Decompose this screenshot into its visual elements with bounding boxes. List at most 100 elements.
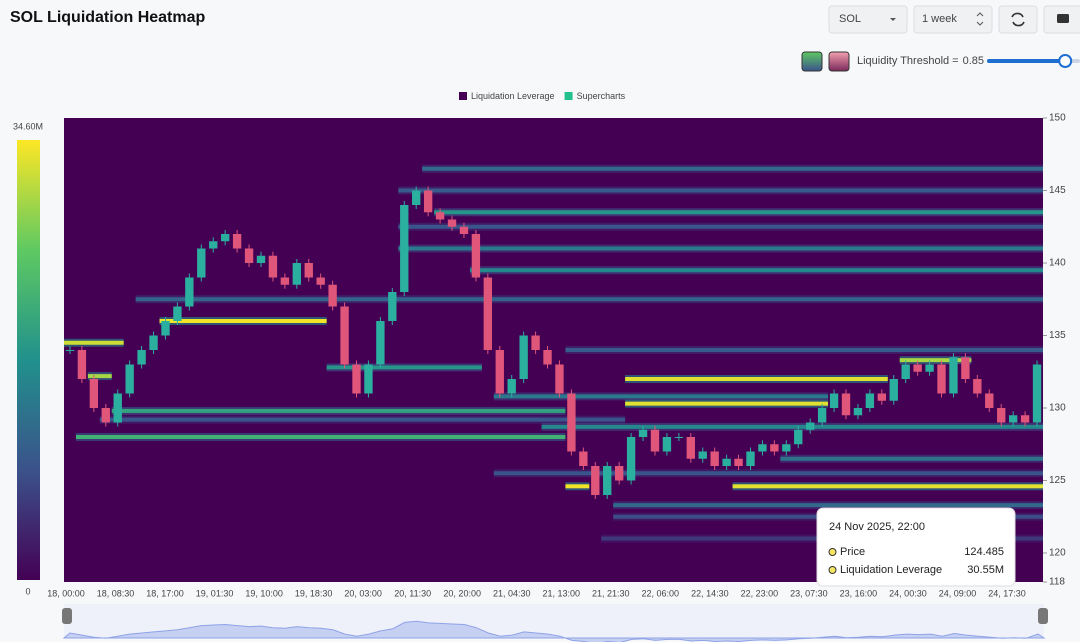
candle [507, 379, 516, 394]
candle [662, 437, 672, 452]
candle [1008, 415, 1018, 423]
liquidation-level [899, 358, 972, 363]
candle [758, 444, 767, 452]
x-tick-label: 18, 00:00 [47, 588, 85, 598]
title: SOL Liquidation Heatmap [10, 9, 206, 26]
liquidation-level [99, 417, 626, 422]
candle [1020, 415, 1030, 423]
candle [209, 241, 218, 249]
candle [949, 357, 958, 394]
liquidation-level [732, 484, 1043, 489]
candle [698, 451, 707, 459]
x-tick-label: 24, 00:30 [889, 588, 927, 598]
theme-swatch[interactable] [828, 51, 850, 72]
candle [829, 393, 839, 408]
candle [89, 379, 99, 408]
candle [626, 437, 636, 481]
tooltip-label: Liquidation Leverage [840, 564, 942, 576]
candle [519, 335, 528, 379]
candle [173, 306, 182, 321]
liquidation-level [64, 340, 124, 345]
liquidation-level [159, 319, 327, 323]
x-tick-label: 22, 14:30 [691, 588, 729, 598]
y-tick-label: 118 [1049, 577, 1065, 588]
candle [101, 408, 110, 423]
liquidation-level [398, 188, 1043, 193]
navigator-area [62, 620, 1046, 642]
candle [304, 263, 313, 278]
candle [459, 226, 469, 234]
candle [901, 364, 910, 379]
symbol-select[interactable] [828, 5, 908, 34]
candle [352, 364, 361, 394]
y-tick-label: 150 [1049, 113, 1066, 124]
candle [925, 364, 934, 372]
candle [961, 357, 970, 379]
tooltip-label: Price [840, 546, 865, 558]
threshold-value: 0.85 [963, 55, 984, 67]
candle [889, 379, 898, 401]
navigator-handle[interactable] [1038, 608, 1048, 624]
candle [734, 458, 743, 466]
period-select[interactable] [913, 5, 993, 34]
refresh-icon [1011, 12, 1025, 27]
colorbar [17, 140, 40, 580]
liquidation-level [780, 456, 1043, 461]
liquidation-level [493, 471, 1043, 476]
tooltip [816, 507, 1016, 587]
candle [125, 364, 134, 394]
candle [244, 248, 254, 263]
x-tick-label: 18, 17:00 [146, 588, 184, 598]
candle [543, 350, 552, 365]
colorbar-label: 0 [25, 586, 30, 596]
x-tick-label: 24, 17:30 [988, 588, 1026, 598]
x-tick-label: 23, 16:00 [840, 588, 878, 598]
liquidation-level [625, 377, 888, 381]
liquidation-level [398, 246, 1043, 251]
x-tick-label: 21, 21:30 [592, 588, 630, 598]
candle [220, 234, 230, 242]
x-tick-label: 20, 11:30 [394, 588, 431, 598]
candle [638, 429, 648, 437]
slider-knob[interactable] [1058, 54, 1073, 68]
candle [579, 451, 588, 466]
candle [495, 350, 504, 394]
liquidation-level [613, 503, 1043, 508]
x-tick-label: 24, 09:00 [939, 588, 977, 598]
candle [316, 277, 325, 285]
theme-swatch[interactable] [801, 51, 823, 72]
liquidation-level [541, 424, 1043, 429]
candle [197, 248, 206, 278]
period-text: 1 week [922, 13, 957, 25]
x-tick-label: 23, 07:30 [790, 588, 828, 598]
candle [877, 393, 887, 401]
candle [650, 429, 660, 452]
candle [137, 350, 146, 365]
candle [447, 219, 457, 227]
candle [722, 458, 731, 466]
legend-label: Supercharts [577, 91, 626, 101]
refresh-button[interactable] [998, 5, 1038, 34]
liquidation-level [565, 484, 590, 489]
y-tick-label: 120 [1049, 548, 1066, 559]
liquidation-level [625, 401, 829, 406]
liquidation-level [422, 166, 1043, 171]
legend-label: Liquidation Leverage [471, 91, 555, 101]
x-tick-label: 20, 03:00 [344, 588, 382, 598]
candle [614, 466, 624, 481]
liquidation-level [135, 297, 1043, 302]
candle [937, 364, 946, 394]
y-tick-label: 125 [1049, 475, 1066, 486]
candle [841, 393, 851, 416]
liquidation-level [469, 268, 1043, 273]
candle [985, 393, 994, 408]
tooltip-dot [828, 566, 837, 574]
navigator-handle[interactable] [62, 608, 72, 624]
candle [364, 364, 373, 394]
candle [746, 451, 755, 466]
legend-swatch [564, 92, 573, 100]
tooltip-dot [828, 548, 837, 556]
candle [770, 444, 779, 452]
colorbar-label: 34.60M [13, 121, 43, 131]
